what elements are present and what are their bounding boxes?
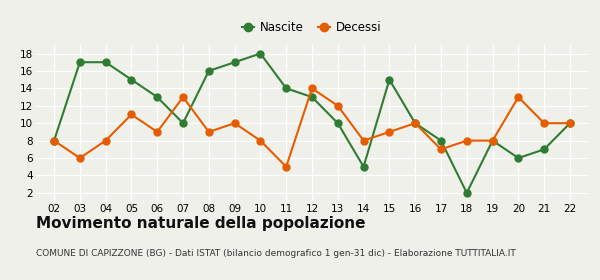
Nascite xyxy=(437,139,445,142)
Nascite xyxy=(334,122,341,125)
Decessi xyxy=(515,95,522,99)
Decessi xyxy=(179,95,187,99)
Nascite xyxy=(50,139,58,142)
Nascite xyxy=(205,69,212,73)
Nascite xyxy=(231,60,238,64)
Nascite xyxy=(386,78,393,81)
Decessi xyxy=(308,87,316,90)
Nascite xyxy=(360,165,367,169)
Decessi xyxy=(102,139,109,142)
Line: Decessi: Decessi xyxy=(50,85,574,170)
Nascite xyxy=(283,87,290,90)
Nascite xyxy=(489,139,496,142)
Nascite xyxy=(566,122,574,125)
Decessi xyxy=(386,130,393,134)
Nascite xyxy=(412,122,419,125)
Decessi xyxy=(360,139,367,142)
Decessi xyxy=(231,122,238,125)
Line: Nascite: Nascite xyxy=(50,50,574,196)
Nascite xyxy=(128,78,135,81)
Text: COMUNE DI CAPIZZONE (BG) - Dati ISTAT (bilancio demografico 1 gen-31 dic) - Elab: COMUNE DI CAPIZZONE (BG) - Dati ISTAT (b… xyxy=(36,249,516,258)
Decessi xyxy=(257,139,264,142)
Decessi xyxy=(128,113,135,116)
Decessi xyxy=(76,156,83,160)
Decessi xyxy=(412,122,419,125)
Decessi xyxy=(154,130,161,134)
Decessi xyxy=(437,148,445,151)
Decessi xyxy=(205,130,212,134)
Nascite xyxy=(308,95,316,99)
Decessi xyxy=(489,139,496,142)
Decessi xyxy=(566,122,574,125)
Nascite xyxy=(515,156,522,160)
Nascite xyxy=(154,95,161,99)
Decessi xyxy=(283,165,290,169)
Nascite xyxy=(179,122,187,125)
Nascite xyxy=(76,60,83,64)
Decessi xyxy=(334,104,341,108)
Decessi xyxy=(50,139,58,142)
Nascite xyxy=(541,148,548,151)
Nascite xyxy=(102,60,109,64)
Decessi xyxy=(541,122,548,125)
Nascite xyxy=(257,52,264,55)
Legend: Nascite, Decessi: Nascite, Decessi xyxy=(238,16,386,39)
Decessi xyxy=(463,139,470,142)
Nascite xyxy=(463,191,470,195)
Text: Movimento naturale della popolazione: Movimento naturale della popolazione xyxy=(36,216,365,231)
